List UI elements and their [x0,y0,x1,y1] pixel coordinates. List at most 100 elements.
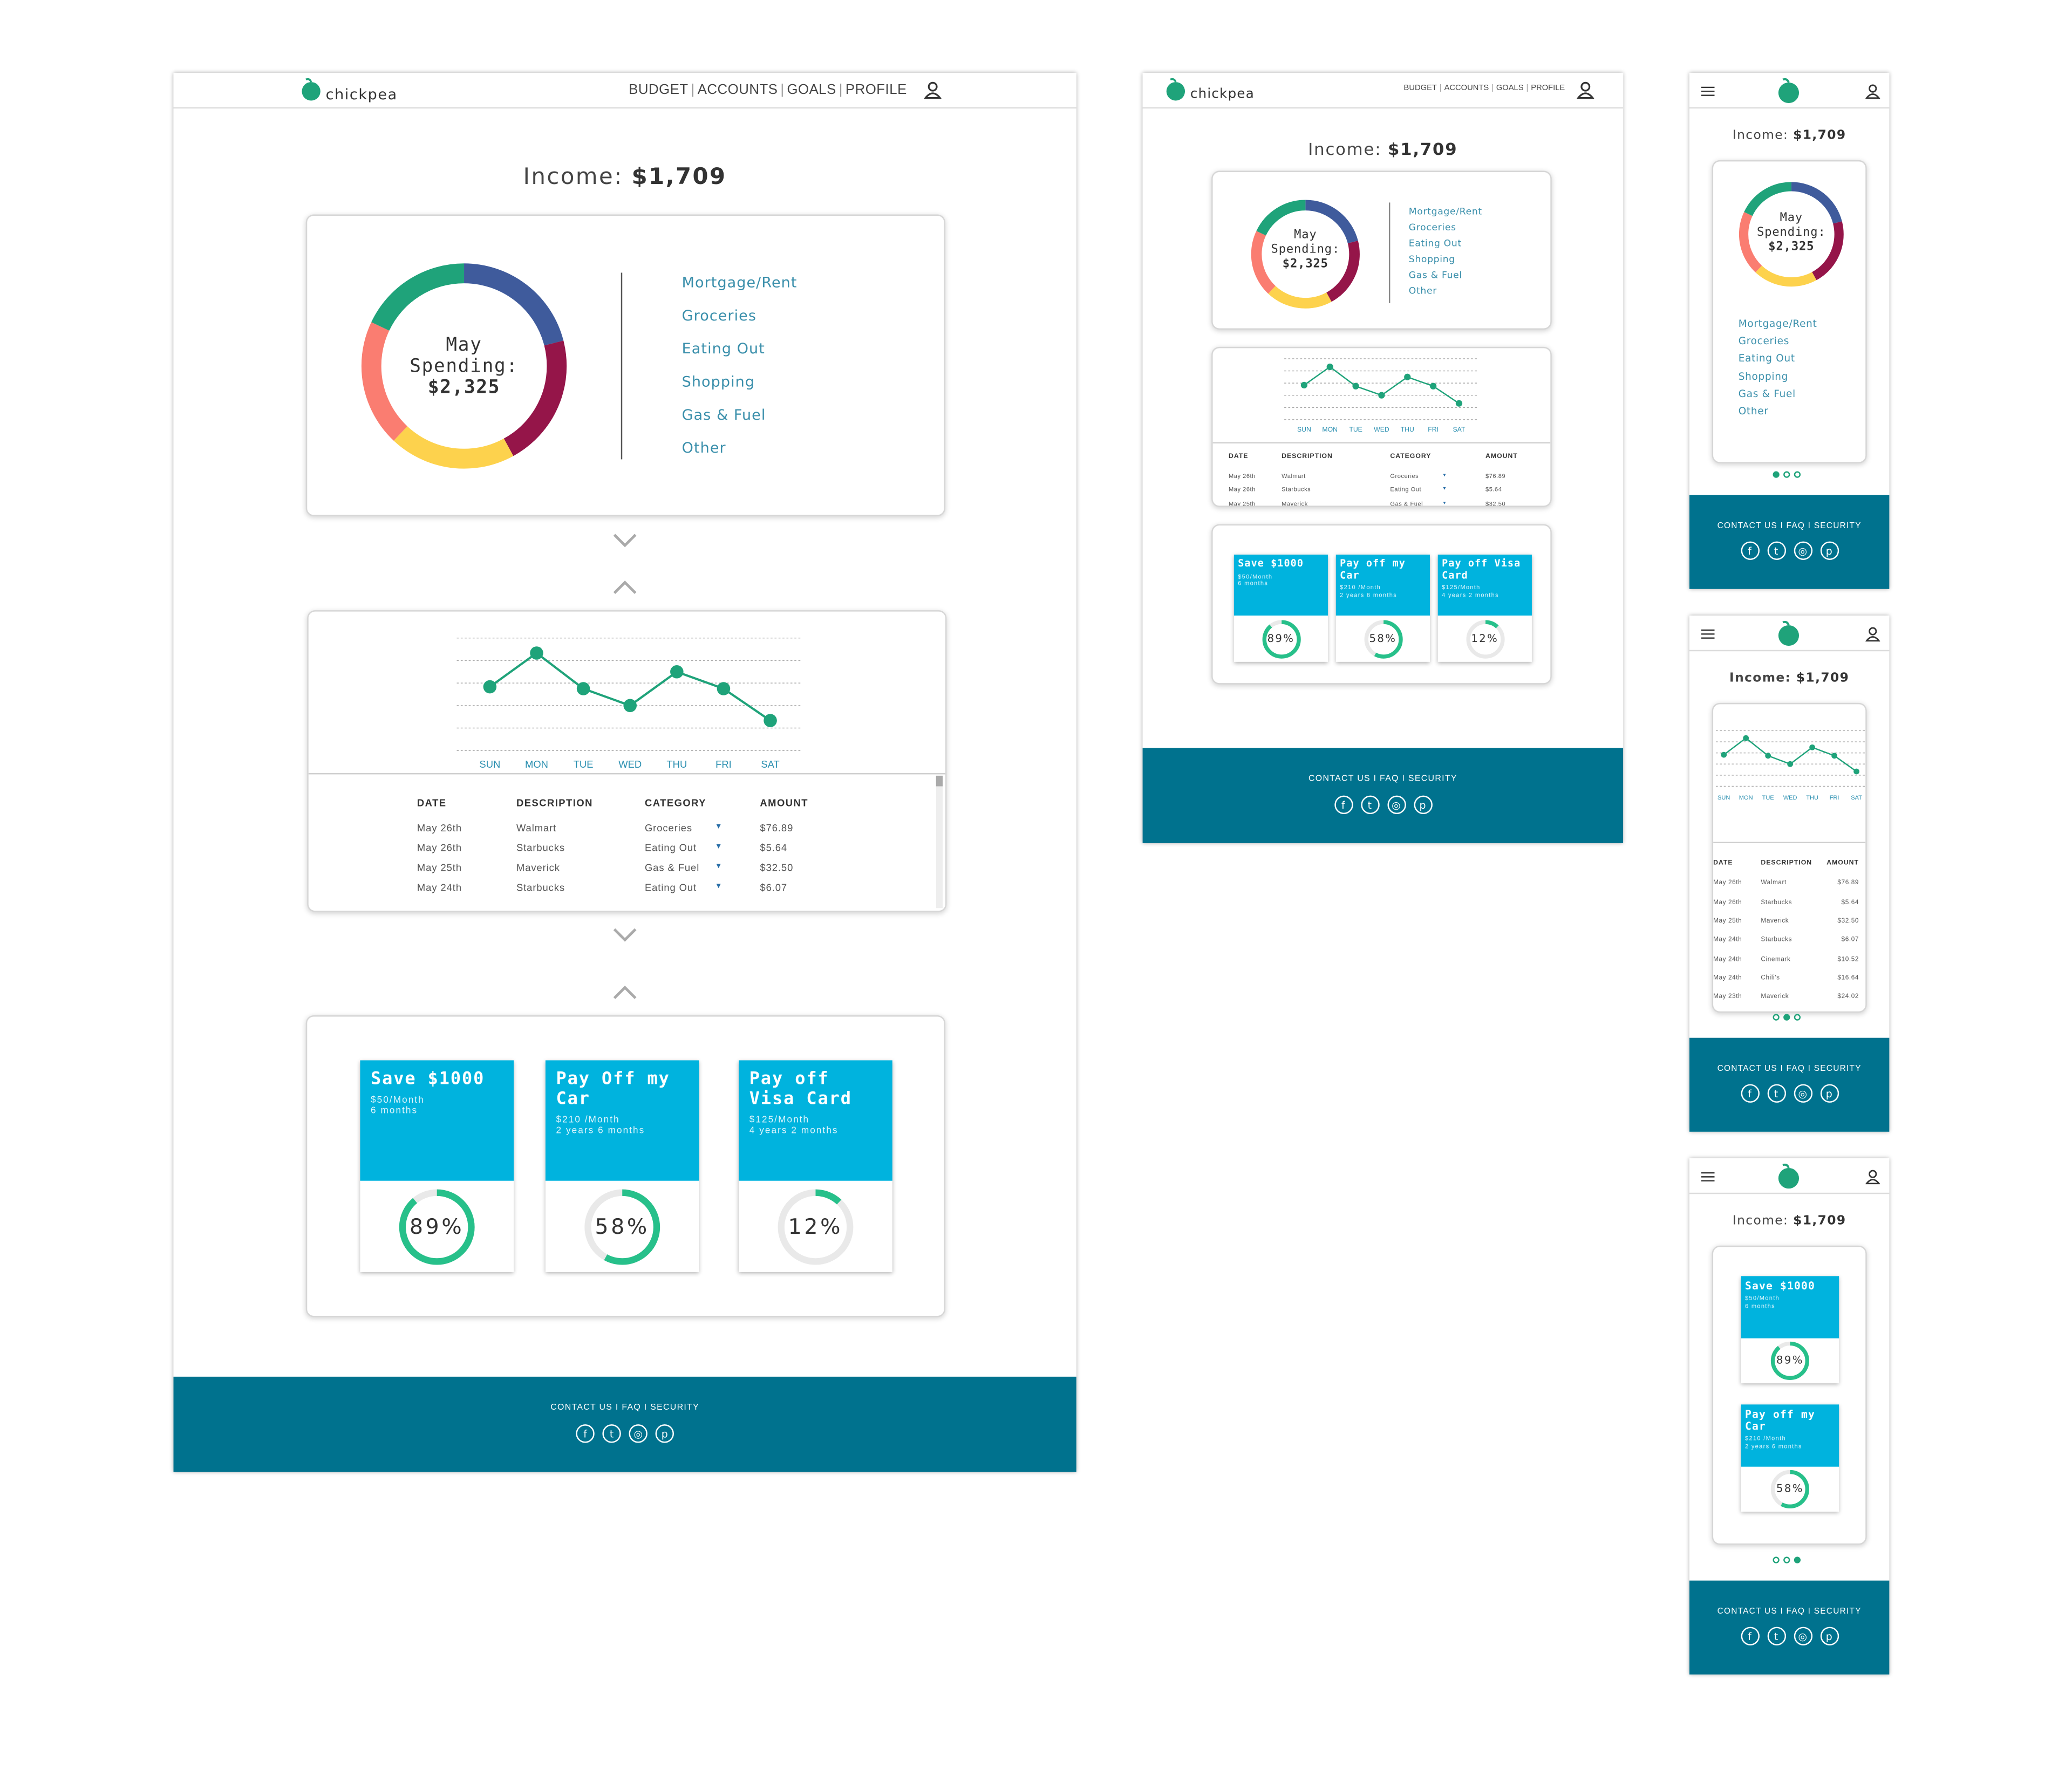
table-cell[interactable]: Eating Out [644,842,697,854]
carousel-dot[interactable] [1773,1556,1780,1563]
dropdown-caret-icon[interactable]: ▾ [716,822,721,831]
pinterest-icon[interactable]: p [1413,795,1432,815]
carousel-dots[interactable] [1773,1014,1801,1021]
table-cell[interactable]: Gas & Fuel [1390,500,1423,507]
nav-item-goals[interactable]: GOALS [1496,85,1524,93]
table-cell[interactable]: Groceries [644,822,693,834]
table-cell[interactable]: Eating Out [1390,486,1422,493]
dropdown-caret-icon[interactable]: ▾ [1443,498,1446,505]
carousel-dots[interactable] [1773,1556,1801,1563]
legend-item[interactable]: Other [681,439,726,457]
legend-item[interactable]: Gas & Fuel [1408,270,1462,281]
legend-item[interactable]: Mortgage/Rent [1738,317,1817,330]
hamburger-menu-icon[interactable] [1701,86,1715,97]
goal-card[interactable]: Save $1000 $50/Month 6 months 89% [1233,555,1328,662]
chickpea-logo-icon[interactable] [1164,78,1188,102]
carousel-dot[interactable] [1773,1014,1780,1021]
table-cell[interactable]: Gas & Fuel [644,862,700,874]
nav-item-profile[interactable]: PROFILE [1531,85,1565,93]
facebook-icon[interactable]: f [1334,795,1353,815]
goal-card[interactable]: Pay off Visa Card $125/Month 4 years 2 mon… [739,1060,892,1273]
hamburger-menu-icon[interactable] [1701,1172,1715,1183]
footer-links[interactable]: CONTACT US I FAQ I SECURITY [1308,774,1457,784]
user-icon[interactable] [1865,1169,1880,1185]
user-icon[interactable] [1577,81,1594,99]
facebook-icon[interactable]: f [1740,1627,1759,1645]
instagram-icon[interactable]: ◎ [1793,541,1812,560]
nav-item-profile[interactable]: PROFILE [845,82,907,98]
dropdown-caret-icon[interactable]: ▾ [1443,470,1446,477]
chevron-down-icon[interactable] [612,532,638,548]
instagram-icon[interactable]: ◎ [1793,1627,1812,1645]
legend-item[interactable]: Groceries [1408,222,1456,233]
chevron-up-icon[interactable] [612,985,638,1001]
user-icon[interactable] [924,81,942,99]
legend-item[interactable]: Groceries [681,307,757,325]
instagram-icon[interactable]: ◎ [1793,1084,1812,1103]
carousel-dot[interactable] [1773,471,1780,478]
chickpea-logo-icon[interactable] [299,78,323,102]
chickpea-logo-icon[interactable] [1775,78,1802,105]
nav-item-budget[interactable]: BUDGET [1403,85,1437,93]
carousel-dots[interactable] [1773,471,1801,478]
footer-links[interactable]: CONTACT US I FAQ I SECURITY [550,1403,700,1413]
table-scrollbar[interactable] [936,775,943,908]
legend-item[interactable]: Eating Out [1408,238,1462,249]
facebook-icon[interactable]: f [1740,541,1759,560]
legend-item[interactable]: Shopping [1738,370,1789,382]
twitter-icon[interactable]: t [1360,795,1379,815]
goal-card[interactable]: Pay Off my Car $210 /Month 2 years 6 month… [545,1060,699,1273]
pinterest-icon[interactable]: p [1819,541,1838,560]
legend-item[interactable]: Other [1408,285,1437,297]
nav-item-accounts[interactable]: ACCOUNTS [697,82,778,98]
goal-card[interactable]: Pay off my Car $210 /Month 2 years 6 month… [1335,555,1430,662]
hamburger-menu-icon[interactable] [1701,629,1715,640]
goal-card[interactable]: Save $1000 $50/Month 6 months 89% [1741,1276,1839,1384]
legend-item[interactable]: Gas & Fuel [681,406,766,424]
brand-name[interactable]: chickpea [1190,87,1255,102]
carousel-dot[interactable] [1794,1014,1801,1021]
instagram-icon[interactable]: ◎ [629,1424,648,1443]
footer-links[interactable]: CONTACT US I FAQ I SECURITY [1717,1064,1862,1074]
chickpea-logo-icon[interactable] [1775,620,1802,647]
goal-card[interactable]: Pay off my Car $210 /Month 2 years 6 month… [1741,1404,1839,1512]
brand-name[interactable]: chickpea [325,86,398,104]
carousel-dot[interactable] [1783,1556,1790,1563]
spending-donut[interactable] [1737,180,1845,289]
instagram-icon[interactable]: ◎ [1387,795,1406,815]
legend-item[interactable]: Eating Out [1738,352,1795,365]
legend-item[interactable]: Mortgage/Rent [681,274,798,291]
legend-item[interactable]: Eating Out [681,340,765,358]
chevron-up-icon[interactable] [612,580,638,596]
dropdown-caret-icon[interactable]: ▾ [716,842,721,851]
nav-item-budget[interactable]: BUDGET [629,82,689,98]
facebook-icon[interactable]: f [1740,1084,1759,1103]
legend-item[interactable]: Gas & Fuel [1738,387,1796,400]
goal-card[interactable]: Pay off Visa Card $125/Month 4 years 2 mon… [1437,555,1532,662]
user-icon[interactable] [1865,84,1880,99]
spending-donut[interactable] [1250,199,1361,310]
twitter-icon[interactable]: t [602,1424,621,1443]
footer-links[interactable]: CONTACT US I FAQ I SECURITY [1717,1607,1862,1616]
goal-card[interactable]: Save $1000 $50/Month 6 months 89% [360,1060,514,1273]
pinterest-icon[interactable]: p [655,1424,674,1443]
twitter-icon[interactable]: t [1767,541,1785,560]
nav-item-accounts[interactable]: ACCOUNTS [1444,85,1489,93]
legend-item[interactable]: Shopping [681,373,755,391]
carousel-dot[interactable] [1783,1014,1790,1021]
pinterest-icon[interactable]: p [1819,1084,1838,1103]
carousel-dot[interactable] [1794,1556,1801,1563]
twitter-icon[interactable]: t [1767,1627,1785,1645]
user-icon[interactable] [1865,626,1880,642]
spending-donut[interactable] [360,262,568,470]
table-cell[interactable]: Eating Out [644,882,697,894]
dropdown-caret-icon[interactable]: ▾ [716,862,721,871]
dropdown-caret-icon[interactable]: ▾ [1443,484,1446,491]
facebook-icon[interactable]: f [576,1424,595,1443]
carousel-dot[interactable] [1794,471,1801,478]
legend-item[interactable]: Shopping [1408,254,1455,265]
footer-links[interactable]: CONTACT US I FAQ I SECURITY [1717,521,1862,531]
pinterest-icon[interactable]: p [1819,1627,1838,1645]
legend-item[interactable]: Other [1738,405,1769,417]
dropdown-caret-icon[interactable]: ▾ [716,882,721,891]
